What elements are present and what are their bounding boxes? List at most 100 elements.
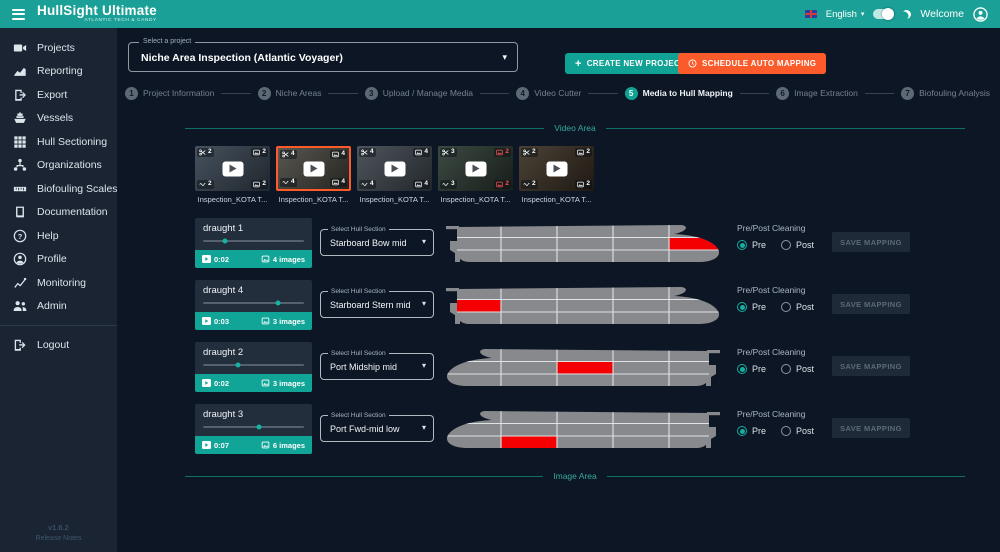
pre-radio[interactable]: Pre bbox=[737, 240, 766, 250]
mapped-images-badge: 4 bbox=[330, 178, 347, 187]
play-icon[interactable] bbox=[222, 161, 243, 176]
step-label: Video Cutter bbox=[534, 88, 582, 98]
sidebar-item-label: Vessels bbox=[37, 112, 74, 125]
hull-svg bbox=[446, 411, 720, 448]
clip-slider[interactable] bbox=[203, 424, 304, 430]
save-mapping-button[interactable]: SAVE MAPPING bbox=[832, 356, 910, 376]
sidebar-item-documentation[interactable]: Documentation bbox=[0, 201, 117, 225]
post-radio[interactable]: Post bbox=[781, 426, 814, 436]
sidebar-item-admin[interactable]: Admin bbox=[0, 295, 117, 319]
clip-title: draught 3 bbox=[203, 409, 244, 420]
pre-radio[interactable]: Pre bbox=[737, 426, 766, 436]
sidebar-item-label: Monitoring bbox=[37, 276, 87, 289]
slider-thumb[interactable] bbox=[256, 424, 262, 430]
pre-radio[interactable]: Pre bbox=[737, 364, 766, 374]
post-radio[interactable]: Post bbox=[781, 240, 814, 250]
clip-card[interactable]: draught 3 0:07 6 images bbox=[195, 404, 312, 454]
release-notes-link[interactable]: Release Notes bbox=[35, 535, 82, 542]
clip-slider[interactable] bbox=[203, 238, 304, 244]
slider-thumb[interactable] bbox=[275, 300, 281, 306]
pre-radio[interactable]: Pre bbox=[737, 302, 766, 312]
step-media-to-hull-mapping[interactable]: 5 Media to Hull Mapping bbox=[624, 86, 733, 100]
step-video-cutter[interactable]: 4 Video Cutter bbox=[516, 86, 582, 100]
user-avatar-icon[interactable] bbox=[973, 6, 988, 22]
stepper-connector bbox=[221, 92, 251, 94]
hull-svg bbox=[446, 349, 720, 386]
video-label: Inspection_KOTA T... bbox=[521, 195, 592, 204]
images-icon bbox=[261, 436, 270, 454]
hull-section-select[interactable]: Select Hull Section Port Fwd-mid low ▾ bbox=[320, 411, 434, 442]
hull-diagram bbox=[443, 408, 723, 450]
step-image-extraction[interactable]: 6 Image Extraction bbox=[776, 86, 858, 100]
slider-thumb[interactable] bbox=[235, 362, 241, 368]
sidebar-item-monitoring[interactable]: Monitoring bbox=[0, 271, 117, 295]
clip-slider[interactable] bbox=[203, 300, 304, 306]
clip-slider[interactable] bbox=[203, 362, 304, 368]
step-biofouling-analysis[interactable]: 7 Biofouling Analysis bbox=[901, 86, 990, 100]
chevron-down-icon: ▾ bbox=[421, 423, 426, 432]
menu-icon[interactable] bbox=[12, 6, 25, 22]
sidebar-item-logout[interactable]: Logout bbox=[0, 333, 117, 357]
create-new-project-button[interactable]: + CREATE NEW PROJECT bbox=[565, 53, 696, 74]
chevron-down-icon: ▾ bbox=[421, 299, 426, 308]
clips-badge: 4 bbox=[280, 178, 297, 187]
hull-section-select[interactable]: Select Hull Section Starboard Stern mid ▾ bbox=[320, 287, 434, 318]
hull-section-select-label: Select Hull Section bbox=[328, 287, 389, 295]
main-content: Select a project Niche Area Inspection (… bbox=[117, 28, 1000, 552]
clip-card-footer: 0:07 6 images bbox=[195, 436, 312, 454]
play-icon[interactable] bbox=[546, 161, 567, 176]
hull-section-select[interactable]: Select Hull Section Port Midship mid ▾ bbox=[320, 349, 434, 380]
sidebar-item-biofouling-scales[interactable]: Biofouling Scales bbox=[0, 177, 118, 201]
clip-card[interactable]: draught 1 0:02 4 images bbox=[195, 218, 312, 268]
sidebar-item-label: Logout bbox=[37, 338, 70, 351]
hull-section-select-label: Select Hull Section bbox=[328, 349, 389, 357]
step-upload-manage-media[interactable]: 3 Upload / Manage Media bbox=[364, 86, 473, 100]
sidebar-item-organizations[interactable]: Organizations bbox=[0, 154, 117, 178]
hull-section-select[interactable]: Select Hull Section Starboard Bow mid ▾ bbox=[320, 225, 434, 256]
hull-section-select-value: Starboard Stern mid bbox=[330, 300, 411, 310]
sidebar-item-profile[interactable]: Profile bbox=[0, 248, 117, 272]
clip-card-header: draught 1 bbox=[195, 218, 312, 250]
clip-card[interactable]: draught 4 0:03 3 images bbox=[195, 280, 312, 330]
video-thumbnail[interactable]: 2 2 2 2 Inspection_KOTA T... bbox=[195, 146, 270, 204]
sidebar-item-help[interactable]: ? Help bbox=[0, 224, 117, 248]
play-icon[interactable] bbox=[202, 250, 211, 268]
post-radio[interactable]: Post bbox=[781, 364, 814, 374]
clip-card[interactable]: draught 2 0:02 3 images bbox=[195, 342, 312, 392]
slider-thumb[interactable] bbox=[222, 238, 228, 244]
sidebar-item-vessels[interactable]: Vessels bbox=[0, 107, 117, 131]
post-radio[interactable]: Post bbox=[781, 302, 814, 312]
play-icon[interactable] bbox=[202, 312, 211, 330]
mapping-rows: draught 1 0:02 4 images Select Hull Section… bbox=[195, 218, 1000, 466]
step-niche-areas[interactable]: 2 Niche Areas bbox=[257, 86, 321, 100]
sidebar-item-hull-sectioning[interactable]: Hull Sectioning bbox=[0, 130, 117, 154]
video-thumbnail[interactable]: 2 2 2 2 Inspection_KOTA T... bbox=[519, 146, 594, 204]
play-icon[interactable] bbox=[303, 161, 324, 176]
video-thumbnail[interactable]: 3 2 3 2 Inspection_KOTA T... bbox=[438, 146, 513, 204]
play-icon[interactable] bbox=[384, 161, 405, 176]
project-select[interactable]: Select a project Niche Area Inspection (… bbox=[128, 38, 518, 72]
video-thumbnail[interactable]: 4 4 4 4 Inspection_KOTA T... bbox=[276, 146, 351, 204]
play-icon[interactable] bbox=[202, 436, 211, 454]
play-icon[interactable] bbox=[202, 374, 211, 392]
schedule-auto-mapping-button[interactable]: SCHEDULE AUTO MAPPING bbox=[678, 53, 827, 74]
radio-label: Post bbox=[796, 364, 815, 374]
cleaning-options: Pre Post bbox=[737, 364, 814, 374]
image-area-divider: Image Area bbox=[185, 471, 966, 481]
save-mapping-button[interactable]: SAVE MAPPING bbox=[832, 232, 910, 252]
video-thumbnail[interactable]: 4 4 4 4 Inspection_KOTA T... bbox=[357, 146, 432, 204]
radio-icon bbox=[737, 240, 747, 250]
sidebar-item-projects[interactable]: Projects bbox=[0, 36, 117, 60]
video-area-title: Video Area bbox=[554, 123, 596, 133]
sidebar-item-label: Hull Sectioning bbox=[37, 135, 108, 148]
save-mapping-button[interactable]: SAVE MAPPING bbox=[832, 418, 910, 438]
sidebar-item-export[interactable]: Export bbox=[0, 83, 117, 107]
language-select[interactable]: English ▾ bbox=[826, 9, 865, 20]
play-icon[interactable] bbox=[465, 161, 486, 176]
save-mapping-button[interactable]: SAVE MAPPING bbox=[832, 294, 910, 314]
theme-toggle[interactable] bbox=[873, 8, 895, 20]
sidebar-item-reporting[interactable]: Reporting bbox=[0, 60, 117, 84]
welcome-label: Welcome bbox=[920, 8, 964, 20]
step-project-information[interactable]: 1 Project Information bbox=[125, 86, 214, 100]
